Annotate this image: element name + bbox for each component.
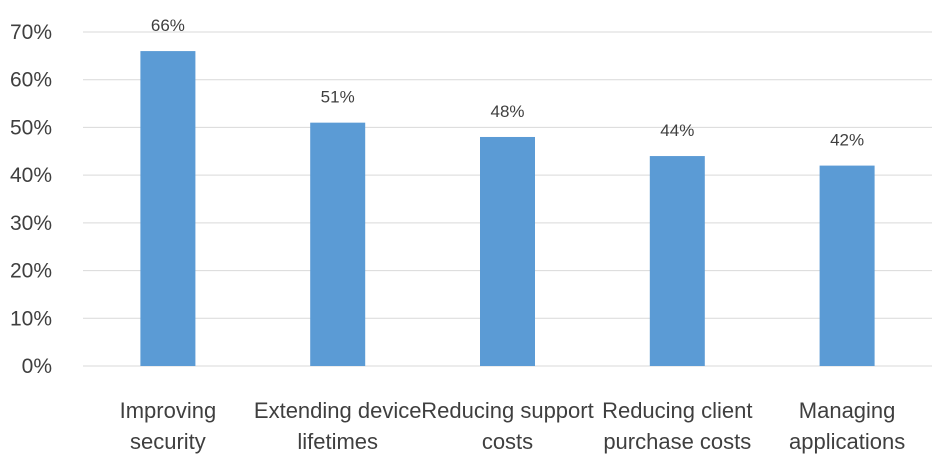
y-tick-label: 0% bbox=[22, 355, 52, 378]
bar-3 bbox=[480, 136, 535, 366]
data-label-2: 51% bbox=[321, 88, 355, 107]
bars bbox=[140, 51, 875, 367]
category-label-5-line-2: applications bbox=[789, 429, 905, 454]
category-label-2-line-2: lifetimes bbox=[297, 429, 378, 454]
bar-4 bbox=[649, 156, 705, 366]
bar-1 bbox=[140, 51, 196, 366]
y-tick-label: 30% bbox=[10, 212, 52, 235]
data-labels: 66% 51% 48% 44% 42% bbox=[151, 16, 864, 150]
y-tick-label: 10% bbox=[10, 307, 52, 330]
category-label-4-line-2: purchase costs bbox=[603, 429, 751, 454]
y-tick-label: 60% bbox=[10, 69, 52, 92]
category-label-1-line-2: security bbox=[130, 429, 206, 454]
y-tick-label: 50% bbox=[10, 116, 52, 139]
category-label-5-line-1: Managing bbox=[799, 398, 896, 423]
y-tick-label: 70% bbox=[10, 21, 52, 44]
data-label-1: 66% bbox=[151, 16, 185, 35]
y-tick-label: 20% bbox=[10, 260, 52, 283]
y-axis-tick-labels: 0% 10% 20% 30% 40% 50% 60% 70% bbox=[10, 21, 52, 378]
category-label-2-line-1: Extending device bbox=[254, 398, 422, 423]
category-label-3-line-1: Reducing support bbox=[421, 398, 593, 423]
bar-5 bbox=[819, 165, 875, 366]
data-label-5: 42% bbox=[830, 131, 864, 150]
category-label-4-line-1: Reducing client bbox=[602, 398, 752, 423]
data-label-3: 48% bbox=[490, 102, 524, 121]
category-label-1-line-1: Improving bbox=[120, 398, 217, 423]
bar-2 bbox=[310, 122, 366, 367]
data-label-4: 44% bbox=[660, 121, 694, 140]
y-tick-label: 40% bbox=[10, 164, 52, 187]
category-label-3-line-2: costs bbox=[482, 429, 533, 454]
category-labels: Improving security Extending device lifetim… bbox=[120, 398, 906, 454]
